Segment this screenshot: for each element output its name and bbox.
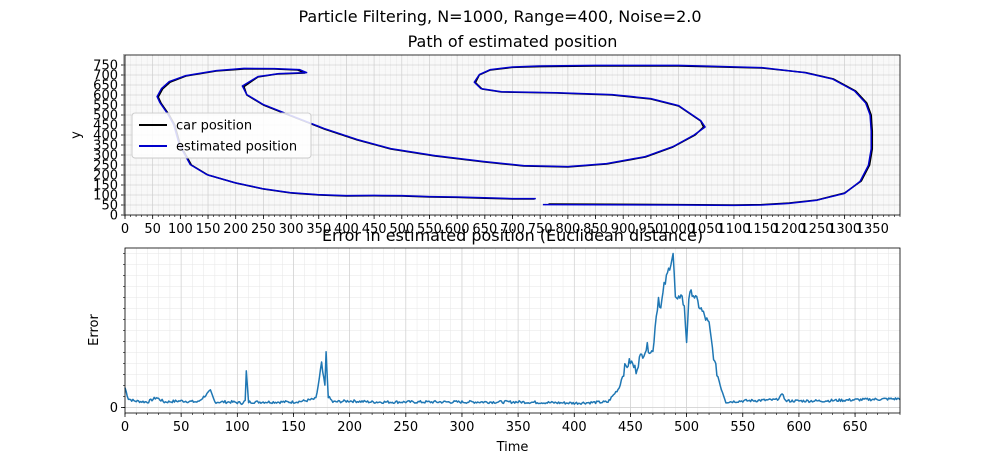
x-tick-label: 700 (500, 222, 525, 237)
y-tick-label: 200 (93, 169, 118, 184)
path-y-ticks: 0501001502002503003504004505005506006507… (93, 54, 125, 224)
x-tick-label: 1000 (662, 222, 695, 237)
y-tick-label: 500 (93, 109, 118, 124)
x-tick-label: 450 (362, 222, 387, 237)
x-tick-label: 300 (279, 222, 304, 237)
y-tick-label: 750 (93, 59, 118, 74)
x-tick-label: 600 (445, 222, 470, 237)
x-tick-label: 500 (389, 222, 414, 237)
x-tick-label: 150 (281, 420, 306, 435)
x-tick-label: 300 (450, 420, 475, 435)
x-tick-label: 100 (225, 420, 250, 435)
x-tick-label: 0 (121, 222, 129, 237)
y-tick-label: 650 (93, 79, 118, 94)
x-tick-label: 850 (583, 222, 608, 237)
y-tick-label: 450 (93, 119, 118, 134)
path-legend: car position estimated position (131, 112, 312, 159)
x-tick-label: 500 (674, 420, 699, 435)
x-tick-label: 400 (562, 420, 587, 435)
path-x-ticks: 0 50 100 150 200 250 300 350 400 450 500 550 600 650 7… (121, 215, 901, 237)
x-tick-label: 550 (730, 420, 755, 435)
x-tick-label: 1150 (745, 222, 778, 237)
x-tick-label: 0 (121, 420, 129, 435)
path-lines (156, 64, 874, 207)
x-tick-label: 1250 (800, 222, 833, 237)
error-x-ticks: 0 50 100 150 200 250 300 350 400 450 500 550 600 650 (121, 413, 901, 435)
legend-box (131, 112, 312, 159)
error-y-axis-label: Error (87, 314, 102, 346)
error-line (124, 252, 901, 406)
path-chart: Path of estimated position 0 50 100 150 200 2… (69, 32, 901, 237)
x-tick-label: 1300 (828, 222, 861, 237)
path-y-axis-label: y (69, 131, 84, 139)
x-tick-label: 1200 (773, 222, 806, 237)
estimated-position-line (156, 64, 872, 207)
y-tick-label: 700 (93, 69, 118, 84)
x-tick-label: 100 (168, 222, 193, 237)
x-tick-label: 350 (506, 420, 531, 435)
error-lines (124, 252, 901, 406)
y-tick-label: 250 (93, 159, 118, 174)
x-tick-label: 200 (337, 420, 362, 435)
path-chart-title: Path of estimated position (408, 32, 618, 51)
x-tick-label: 750 (528, 222, 553, 237)
x-tick-label: 250 (393, 420, 418, 435)
x-tick-label: 650 (472, 222, 497, 237)
y-tick-label: 350 (93, 139, 118, 154)
x-tick-label: 200 (223, 222, 248, 237)
error-chart-title: Error in estimated position (Euclidean d… (322, 226, 703, 245)
x-tick-label: 900 (611, 222, 636, 237)
x-tick-label: 50 (144, 222, 161, 237)
y-tick-label: 600 (93, 89, 118, 104)
x-tick-label: 800 (555, 222, 580, 237)
y-tick-label: 400 (93, 129, 118, 144)
x-tick-label: 1350 (856, 222, 889, 237)
figure-suptitle: Particle Filtering, N=1000, Range=400, N… (298, 7, 701, 26)
legend-estimated-label: estimated position (176, 140, 297, 155)
legend-car-label: car position (176, 119, 252, 134)
error-chart: 0 50 100 150 200 250 300 350 400 450 500 550 600 650 … (87, 226, 901, 455)
y-tick-label: 550 (93, 99, 118, 114)
error-y-ticks: 0 (110, 253, 125, 416)
x-tick-label: 1100 (717, 222, 750, 237)
y-tick-label: 50 (101, 199, 118, 214)
y-tick-label: 0 (110, 209, 118, 224)
y-tick-label: 100 (93, 189, 118, 204)
x-tick-label: 1050 (690, 222, 723, 237)
x-tick-label: 450 (618, 420, 643, 435)
x-tick-label: 150 (196, 222, 221, 237)
x-tick-label: 550 (417, 222, 442, 237)
x-tick-label: 350 (306, 222, 331, 237)
x-tick-label: 650 (843, 420, 868, 435)
y-tick-label: 0 (110, 401, 118, 416)
x-tick-label: 950 (638, 222, 663, 237)
x-tick-label: 600 (786, 420, 811, 435)
x-tick-label: 400 (334, 222, 359, 237)
error-x-axis-label: Time (496, 440, 529, 455)
x-tick-label: 50 (173, 420, 190, 435)
x-tick-label: 250 (251, 222, 276, 237)
y-tick-label: 150 (93, 179, 118, 194)
y-tick-label: 300 (93, 149, 118, 164)
